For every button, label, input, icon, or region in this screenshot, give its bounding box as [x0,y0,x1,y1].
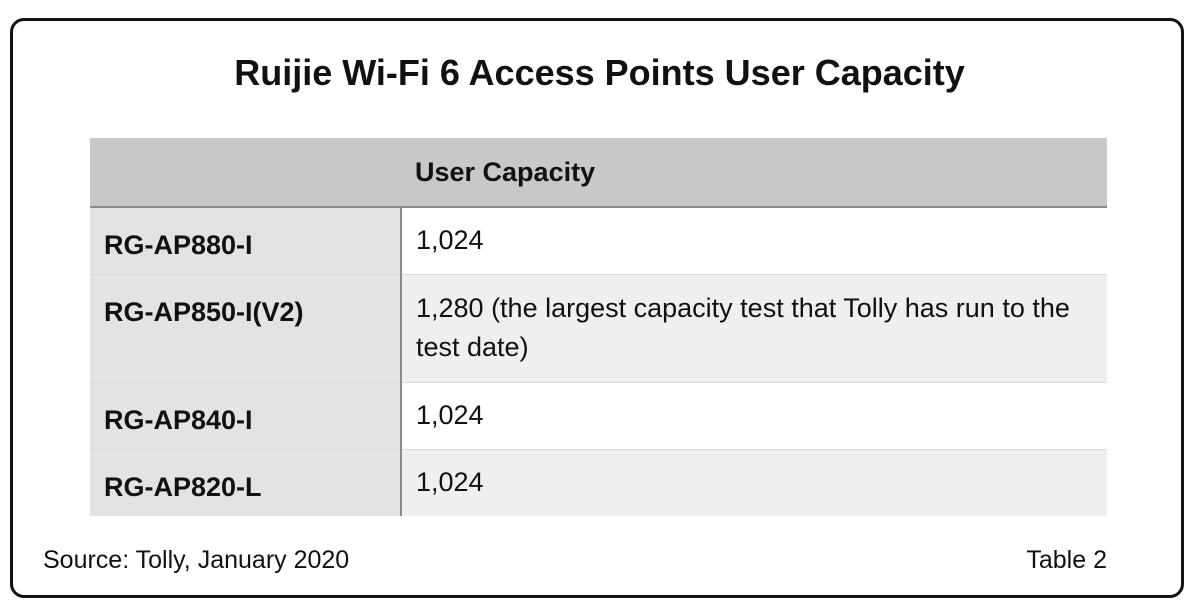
table-number: Table 2 [1026,546,1107,574]
capacity-cell: 1,024 [401,381,1107,449]
figure-title: Ruijie Wi-Fi 6 Access Points User Capaci… [234,52,965,93]
model-cell: RG-AP820-L [90,448,402,516]
model-cell: RG-AP850-I(V2) [90,273,402,382]
capacity-cell: 1,024 [401,448,1107,516]
figure-frame [10,18,1184,598]
table-row: RG-AP850-I(V2) 1,280 (the largest capaci… [90,273,1107,382]
capacity-table: User Capacity RG-AP880-I 1,024 RG-AP850-… [90,138,1107,516]
header-user-capacity: User Capacity [401,138,1107,208]
model-cell: RG-AP880-I [90,207,402,274]
model-cell: RG-AP840-I [90,381,402,449]
table-row: RG-AP820-L 1,024 [90,448,1107,516]
table-header-row: User Capacity [90,138,1107,208]
capacity-cell: 1,280 (the largest capacity test that To… [401,273,1107,382]
source-note: Source: Tolly, January 2020 [43,546,350,574]
header-model [90,138,401,208]
capacity-cell: 1,024 [401,207,1107,274]
table-row: RG-AP880-I 1,024 [90,207,1107,274]
table-row: RG-AP840-I 1,024 [90,381,1107,449]
